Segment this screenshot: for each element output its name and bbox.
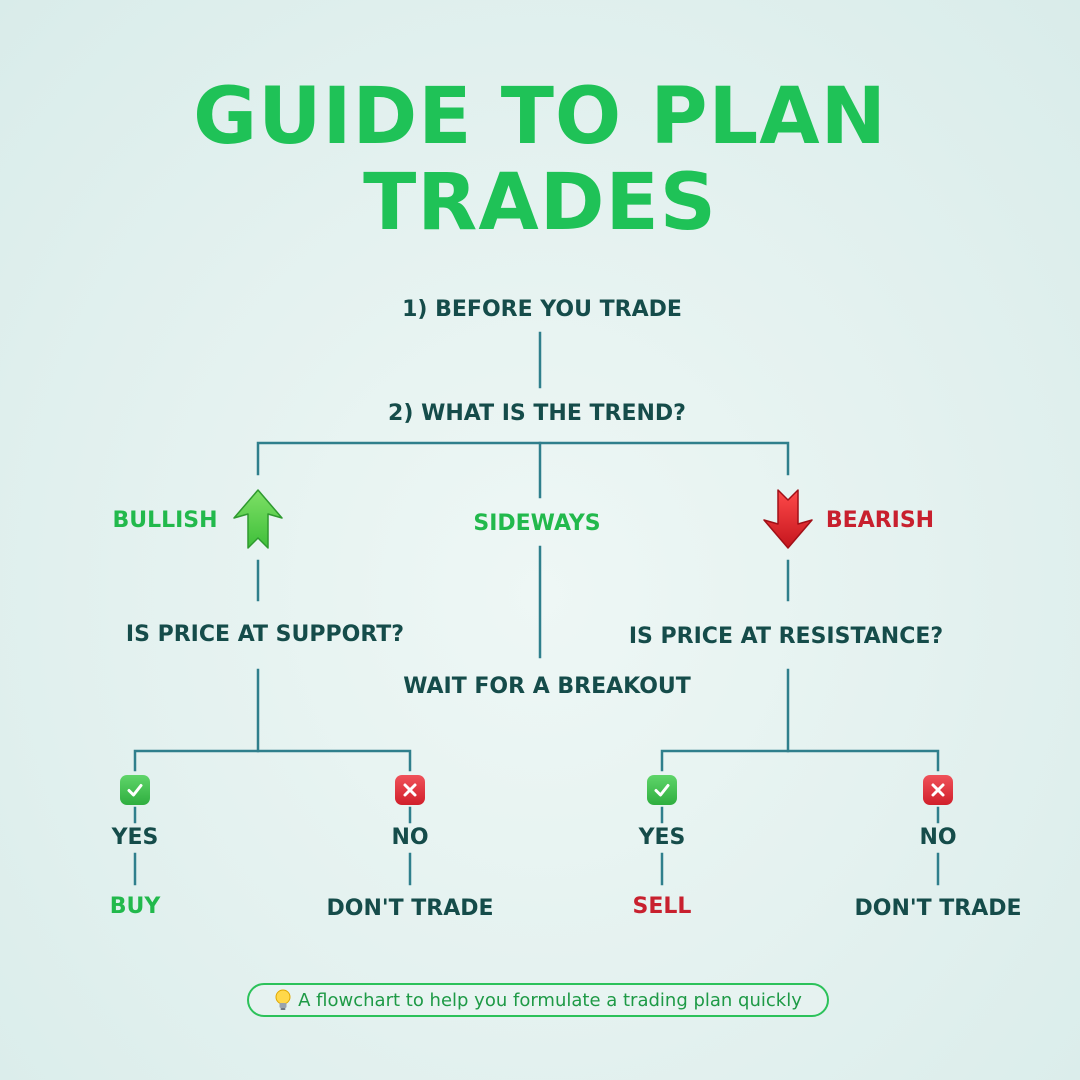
down-arrow-icon [763, 489, 813, 549]
connector-trend-branches [256, 441, 790, 476]
connector-support-yes-no [133, 749, 412, 772]
sell-action: SELL [632, 894, 692, 919]
title-line-1: GUIDE TO PLAN [193, 72, 887, 162]
resistance-no-label: NO [919, 825, 957, 850]
check-icon [647, 775, 677, 805]
wait-breakout-label: WAIT FOR A BREAKOUT [403, 674, 691, 699]
bullish-dont-trade-action: DON'T TRADE [326, 896, 494, 921]
cross-icon [395, 775, 425, 805]
bearish-label: BEARISH [825, 508, 935, 533]
bearish-dont-trade-action: DON'T TRADE [854, 896, 1022, 921]
step2-label: 2) WHAT IS THE TREND? [388, 401, 686, 426]
connector-resistance-yes-no [660, 749, 940, 772]
support-question: IS PRICE AT SUPPORT? [125, 622, 405, 647]
sideways-label: SIDEWAYS [473, 511, 601, 536]
support-yes-label: YES [111, 825, 159, 850]
footer-text: A flowchart to help you formulate a trad… [298, 989, 802, 1011]
resistance-question: IS PRICE AT RESISTANCE? [628, 624, 944, 649]
resistance-yes-label: YES [638, 825, 686, 850]
step1-label: 1) BEFORE YOU TRADE [402, 297, 682, 322]
support-no-label: NO [391, 825, 429, 850]
up-arrow-icon [233, 489, 283, 549]
title-line-2: TRADES [363, 158, 717, 248]
check-icon [120, 775, 150, 805]
bullish-label: BULLISH [112, 508, 218, 533]
lightbulb-icon [275, 989, 291, 1010]
buy-action: BUY [109, 894, 161, 919]
footer-caption: A flowchart to help you formulate a trad… [247, 983, 829, 1017]
cross-icon [923, 775, 953, 805]
